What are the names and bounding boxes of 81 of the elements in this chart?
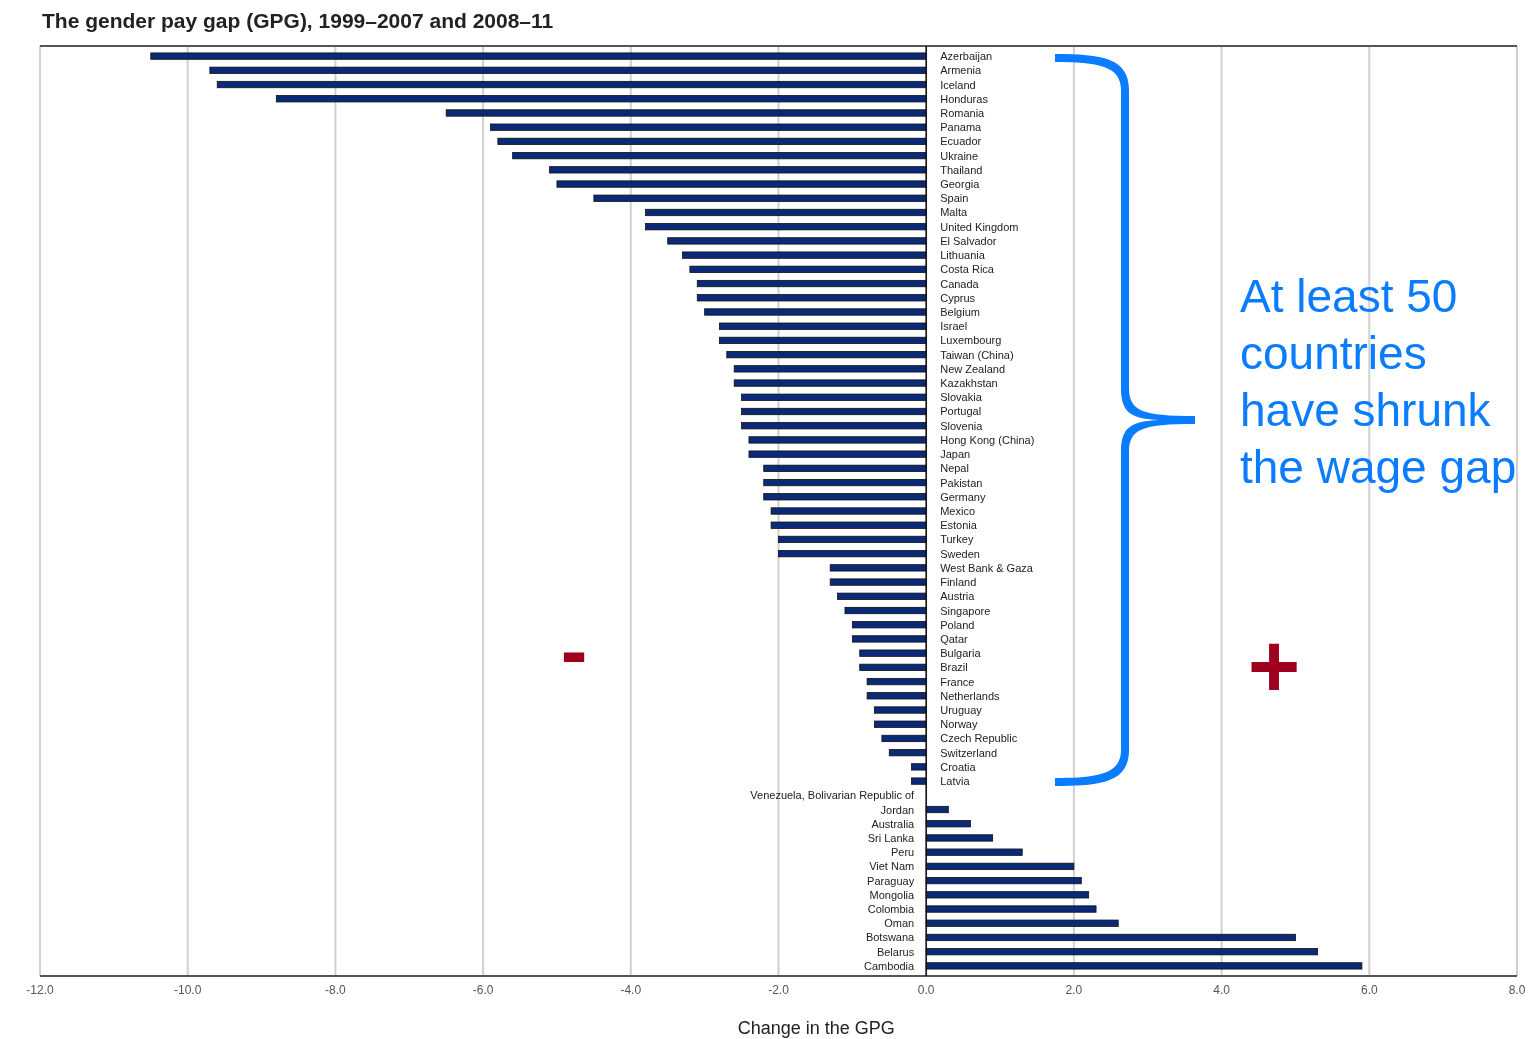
y-tick-label: Norway [940,718,978,731]
y-tick-label: Finland [940,576,977,589]
y-tick-label: Poland [940,618,975,631]
x-tick-label: -8.0 [325,983,347,997]
y-tick-label: Turkey [940,533,974,546]
x-tick-label: 2.0 [1065,983,1083,997]
y-tick-label: Canada [940,277,980,290]
x-tick-label: -10.0 [174,983,202,997]
y-tick-label: Israel [940,320,968,333]
y-tick-label: Bulgaria [940,647,982,660]
annotation: At least 50 countries have shrunk the wage gap [1240,270,1517,493]
y-tick-label: Qatar [940,632,969,645]
y-tick-label: Peru [890,846,915,859]
x-tick-label: -4.0 [620,983,642,997]
y-tick-label: Kazakhstan [940,377,998,390]
y-tick-label: Australia [871,817,916,830]
y-tick-label: Georgia [940,178,981,191]
y-tick-label: Romania [940,106,986,119]
y-tick-label: Switzerland [940,746,998,759]
y-tick-label: Estonia [940,519,978,532]
x-tick-label: -12.0 [26,983,54,997]
y-tick-label: Colombia [867,903,916,916]
y-tick-label: Spain [940,192,969,205]
y-tick-label: Singapore [940,604,991,617]
y-tick-label: Mongolia [869,888,916,901]
y-tick-label: El Salvador [940,234,997,247]
y-tick-label: Taiwan (China) [940,348,1014,361]
x-tick-label: 8.0 [1508,983,1526,997]
x-tick-label: 0.0 [917,983,935,997]
annotation: + [1247,616,1301,716]
y-tick-label: Luxembourg [940,334,1002,347]
y-tick-label: Slovakia [940,391,983,404]
y-tick-label: Croatia [940,760,977,773]
y-tick-label: Paraguay [867,874,915,887]
y-tick-label: Uruguay [940,704,983,717]
y-tick-label: Cyprus [940,291,976,304]
y-tick-label: Viet Nam [869,860,915,873]
y-tick-label: Slovenia [940,419,984,432]
x-tick-label: 6.0 [1360,983,1378,997]
y-tick-label: Lithuania [940,249,986,262]
x-tick-label: -2.0 [768,983,790,997]
annotation: - [560,606,588,695]
y-tick-label: Cambodia [864,959,916,972]
y-tick-label: Jordan [880,803,915,816]
y-tick-label: Portugal [940,405,982,418]
y-tick-label: Honduras [940,92,989,105]
y-tick-label: Nepal [940,462,969,475]
y-tick-label: Sweden [940,547,980,560]
x-axis-title: Change in the GPG [737,1018,895,1038]
y-tick-label: Netherlands [940,689,1001,702]
y-tick-label: Hong Kong (China) [940,433,1035,446]
y-tick-label: New Zealand [940,362,1006,375]
chart-title: The gender pay gap (GPG), 1999–2007 and 2008–11 [42,9,554,32]
y-tick-label: Armenia [940,64,983,77]
x-tick-label: -6.0 [472,983,494,997]
y-tick-label: Germany [940,490,986,503]
y-tick-label: Pakistan [940,476,983,489]
y-tick-label: Malta [940,206,968,219]
y-tick-label: Ukraine [940,149,979,162]
y-tick-label: Japan [940,448,971,461]
y-tick-label: West Bank & Gaza [940,561,1034,574]
y-tick-label: United Kingdom [940,220,1019,233]
y-tick-label: Latvia [940,775,971,788]
y-tick-label: Costa Rica [940,263,995,276]
y-tick-label: Thailand [940,163,983,176]
y-tick-label: Austria [940,590,976,603]
x-tick-label: 4.0 [1213,983,1231,997]
y-tick-label: Belarus [876,945,915,958]
y-tick-label: Ecuador [940,135,982,148]
y-tick-label: Azerbaijan [940,50,993,63]
y-tick-label: Belgium [940,305,980,318]
y-tick-label: France [940,675,975,688]
y-tick-label: Botswana [865,931,916,944]
y-tick-label: Mexico [940,505,976,517]
y-tick-label: Panama [940,121,983,134]
y-tick-label: Venezuela, Bolivarian Republic of [750,789,916,802]
y-tick-label: Oman [884,917,915,930]
y-tick-label: Czech Republic [940,732,1018,745]
y-tick-label: Sri Lanka [867,831,916,844]
y-tick-label: Iceland [940,78,976,91]
y-tick-label: Brazil [940,661,968,674]
